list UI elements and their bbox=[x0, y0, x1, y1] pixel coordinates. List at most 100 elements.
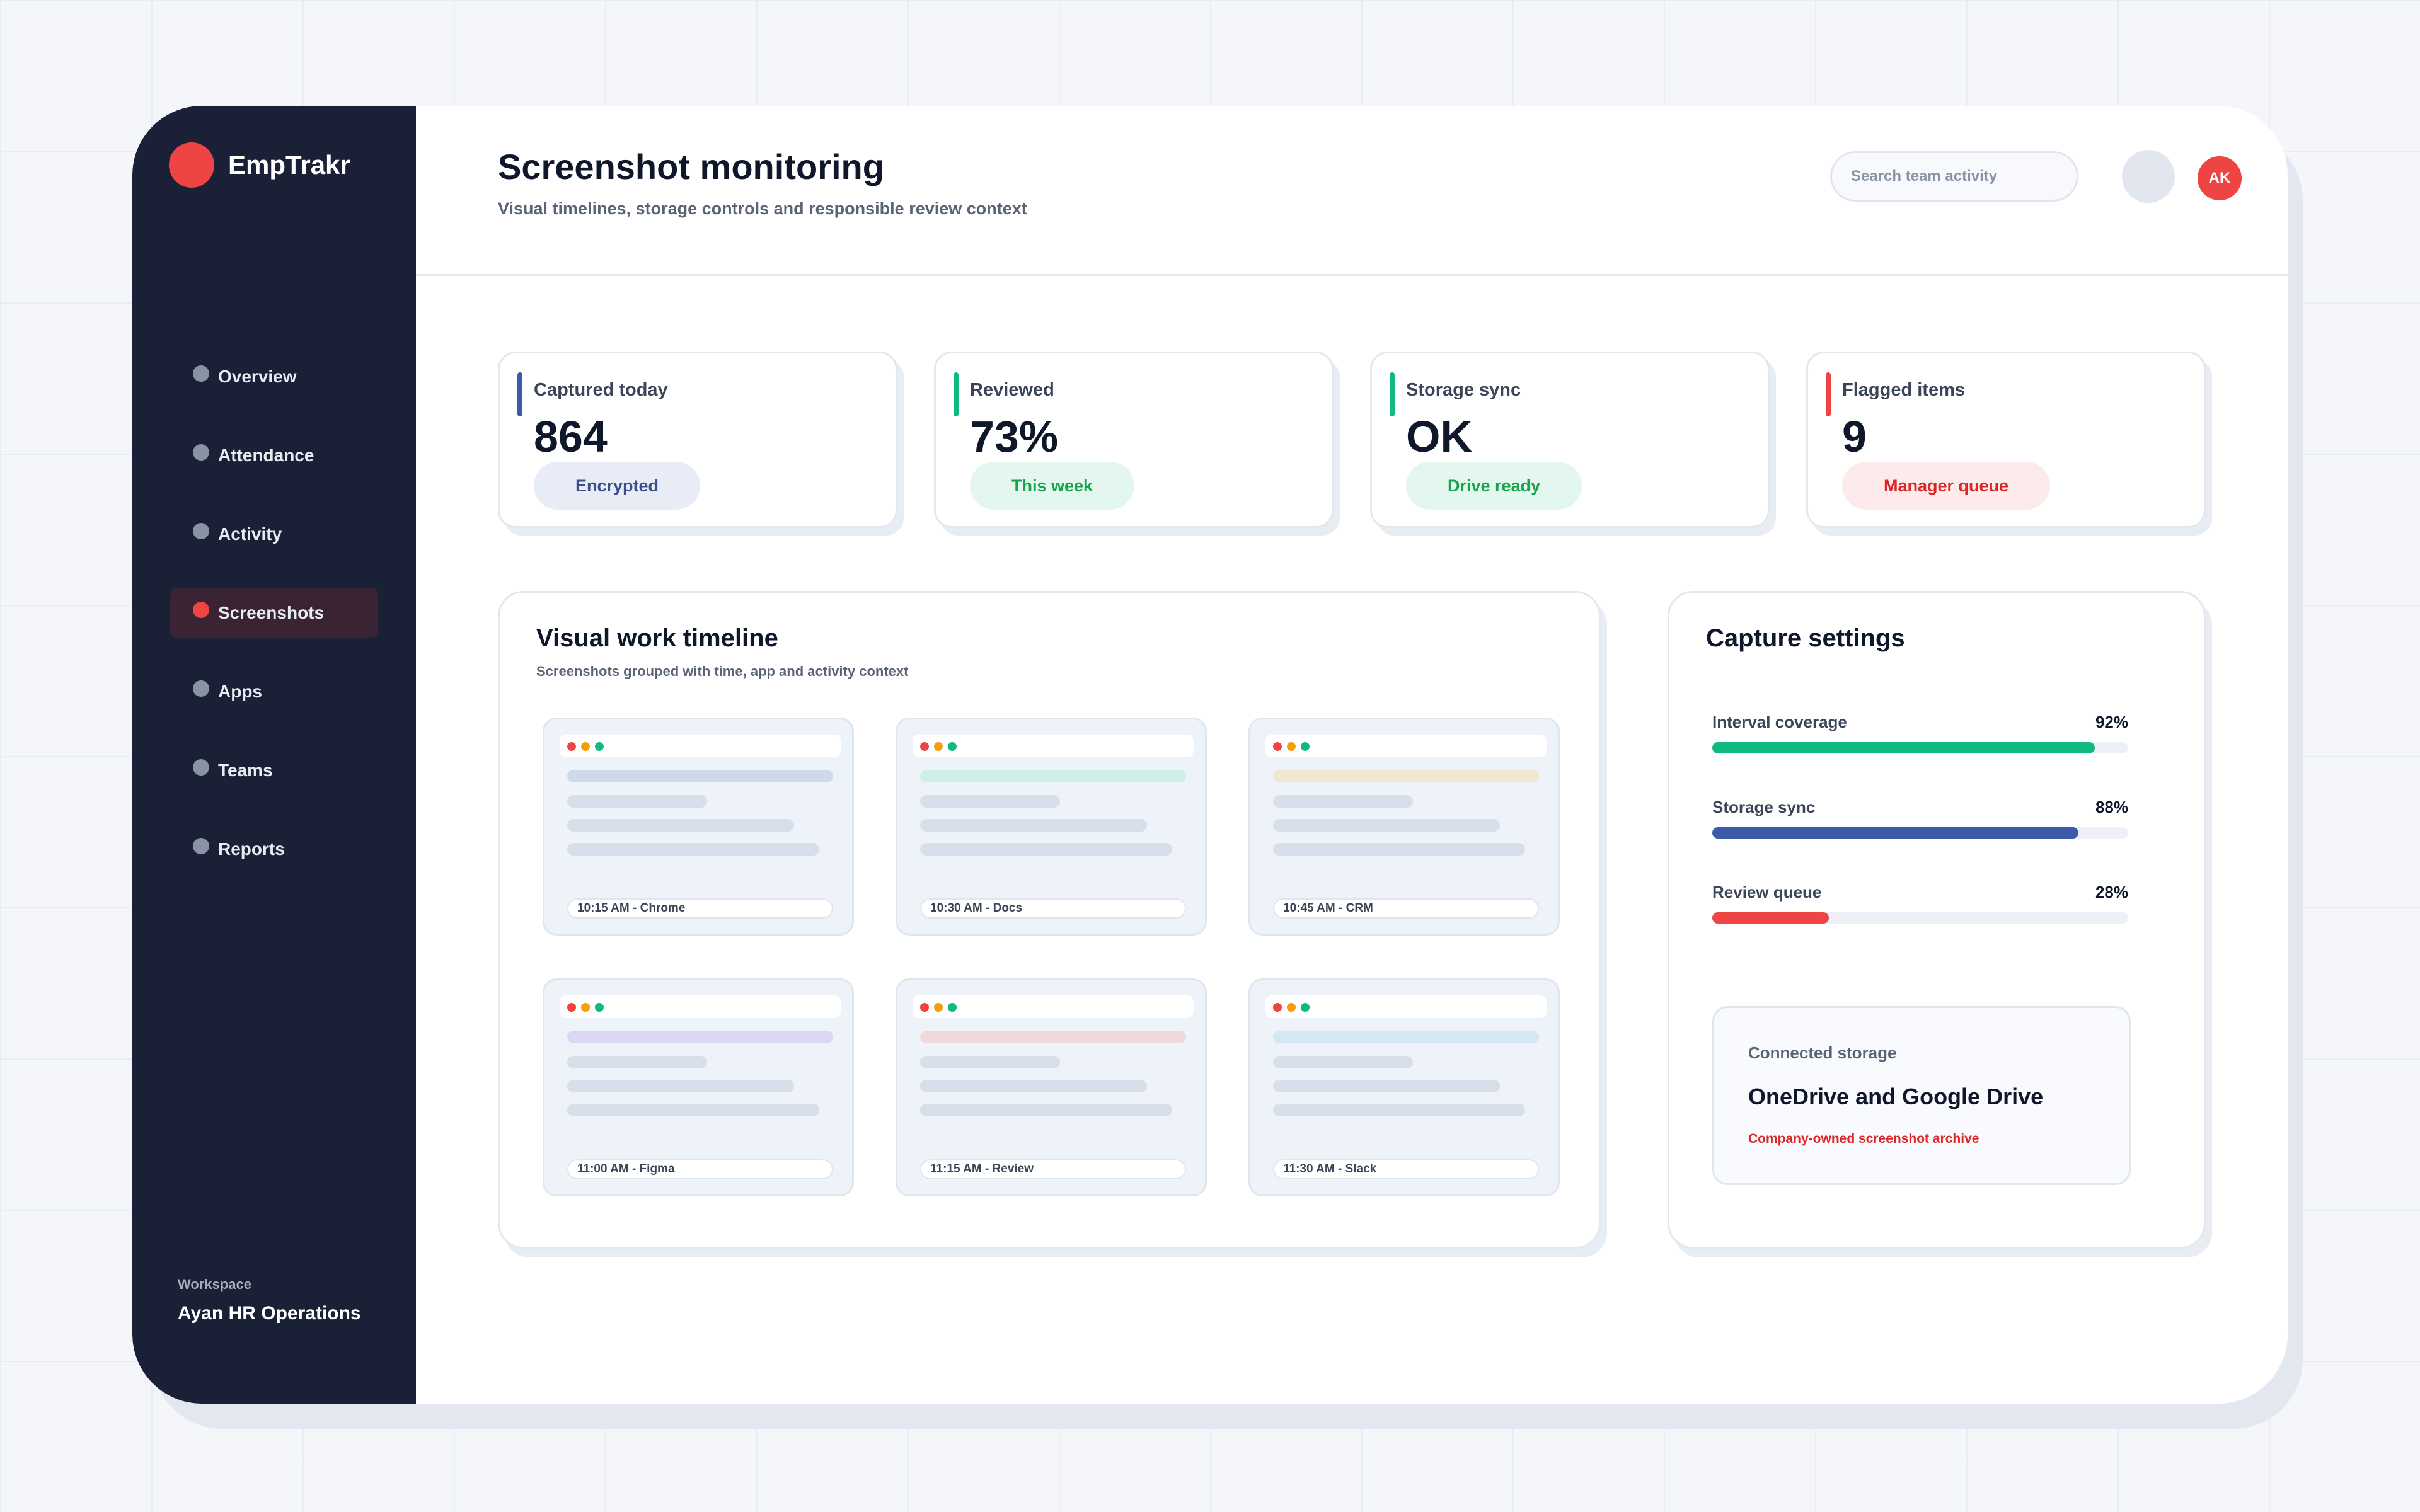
nav-dot-icon bbox=[193, 680, 209, 697]
window-titlebar bbox=[1265, 735, 1547, 757]
timeline-subtitle: Screenshots grouped with time, app and a… bbox=[536, 663, 909, 679]
placeholder-line bbox=[567, 1104, 819, 1116]
placeholder-line bbox=[920, 795, 1060, 808]
storage-title: OneDrive and Google Drive bbox=[1748, 1084, 2044, 1109]
window-titlebar bbox=[1265, 995, 1547, 1018]
placeholder-line bbox=[567, 843, 819, 856]
screenshot-thumbnail[interactable]: 10:30 AM - Docs bbox=[896, 718, 1207, 936]
thumbnail-caption: 10:30 AM - Docs bbox=[920, 898, 1186, 919]
avatar[interactable]: AK bbox=[2198, 156, 2242, 200]
notifications-button[interactable] bbox=[2122, 150, 2175, 203]
stat-accent bbox=[517, 372, 522, 416]
sidebar-item-label: Teams bbox=[218, 760, 273, 780]
sidebar-item-teams[interactable]: Teams bbox=[170, 745, 378, 796]
progress-track bbox=[1712, 742, 2128, 753]
screenshot-thumbnail[interactable]: 11:30 AM - Slack bbox=[1248, 978, 1560, 1196]
capture-settings-title: Capture settings bbox=[1706, 624, 1905, 652]
nav-dot-icon bbox=[193, 838, 209, 854]
app-window: EmpTrakr Overview Attendance Activity Sc… bbox=[132, 106, 2288, 1404]
thumbnail-caption: 11:00 AM - Figma bbox=[567, 1159, 833, 1179]
storage-label: Connected storage bbox=[1748, 1043, 1897, 1062]
stat-card-storage-sync: Storage sync OK Drive ready bbox=[1370, 352, 1770, 528]
close-dot-icon bbox=[567, 742, 576, 751]
progress-track bbox=[1712, 912, 2128, 924]
status-badge: This week bbox=[970, 462, 1135, 510]
brand-name: EmpTrakr bbox=[228, 150, 350, 180]
window-titlebar bbox=[913, 735, 1194, 757]
sidebar-item-label: Screenshots bbox=[218, 603, 325, 622]
screenshot-thumbnail[interactable]: 11:00 AM - Figma bbox=[543, 978, 854, 1196]
window-titlebar bbox=[560, 735, 841, 757]
maximize-dot-icon bbox=[1301, 742, 1310, 751]
placeholder-line bbox=[920, 1056, 1060, 1068]
capture-settings-panel: Capture settings Interval coverage 92% S… bbox=[1668, 591, 2206, 1249]
nav-dot-icon bbox=[193, 759, 209, 776]
nav-dot-icon bbox=[193, 602, 209, 618]
search-input[interactable] bbox=[1830, 151, 2078, 202]
sidebar-edge bbox=[391, 106, 416, 1404]
nav-dot-icon bbox=[193, 365, 209, 382]
placeholder-line bbox=[1273, 795, 1413, 808]
minimize-dot-icon bbox=[1287, 742, 1296, 751]
placeholder-line bbox=[920, 1080, 1147, 1092]
thumbnail-caption: 10:15 AM - Chrome bbox=[567, 898, 833, 919]
stat-card-reviewed: Reviewed 73% This week bbox=[934, 352, 1334, 528]
sidebar-item-label: Activity bbox=[218, 524, 282, 544]
thumbnail-caption: 11:30 AM - Slack bbox=[1273, 1159, 1539, 1179]
progress-storage-sync: Storage sync 88% bbox=[1712, 798, 2128, 839]
progress-track bbox=[1712, 827, 2128, 839]
thumbnail-caption: 11:15 AM - Review bbox=[920, 1159, 1186, 1179]
progress-value: 88% bbox=[2095, 798, 2128, 816]
sidebar-item-activity[interactable]: Activity bbox=[170, 509, 378, 559]
nav-dot-icon bbox=[193, 444, 209, 461]
placeholder-line bbox=[920, 1031, 1186, 1043]
minimize-dot-icon bbox=[1287, 1003, 1296, 1012]
placeholder-line bbox=[1273, 843, 1525, 856]
minimize-dot-icon bbox=[581, 1003, 590, 1012]
stat-accent bbox=[1390, 372, 1395, 416]
placeholder-line bbox=[920, 1104, 1172, 1116]
stat-card-flagged: Flagged items 9 Manager queue bbox=[1806, 352, 2206, 528]
progress-label: Interval coverage bbox=[1712, 713, 1847, 731]
sidebar-item-reports[interactable]: Reports bbox=[170, 824, 378, 874]
connected-storage-card[interactable]: Connected storage OneDrive and Google Dr… bbox=[1712, 1006, 2131, 1185]
progress-fill bbox=[1712, 742, 2095, 753]
maximize-dot-icon bbox=[948, 1003, 957, 1012]
workspace-name: Ayan HR Operations bbox=[178, 1303, 361, 1324]
timeline-title: Visual work timeline bbox=[536, 624, 778, 652]
screenshot-thumbnail[interactable]: 10:45 AM - CRM bbox=[1248, 718, 1560, 936]
status-badge: Encrypted bbox=[534, 462, 701, 510]
stat-value: OK bbox=[1406, 412, 1472, 461]
minimize-dot-icon bbox=[934, 742, 943, 751]
sidebar-item-label: Overview bbox=[218, 367, 297, 386]
status-badge: Drive ready bbox=[1406, 462, 1582, 510]
close-dot-icon bbox=[567, 1003, 576, 1012]
placeholder-line bbox=[1273, 770, 1539, 782]
maximize-dot-icon bbox=[948, 742, 957, 751]
sidebar-item-screenshots[interactable]: Screenshots bbox=[170, 588, 378, 638]
sidebar-item-apps[interactable]: Apps bbox=[170, 667, 378, 717]
page-subtitle: Visual timelines, storage controls and r… bbox=[498, 199, 1027, 218]
status-badge: Manager queue bbox=[1842, 462, 2051, 510]
sidebar-nav: Overview Attendance Activity Screenshots… bbox=[170, 352, 378, 903]
screenshot-thumbnail[interactable]: 11:15 AM - Review bbox=[896, 978, 1207, 1196]
stat-card-captured: Captured today 864 Encrypted bbox=[498, 352, 897, 528]
close-dot-icon bbox=[920, 742, 929, 751]
close-dot-icon bbox=[920, 1003, 929, 1012]
close-dot-icon bbox=[1273, 1003, 1282, 1012]
sidebar-item-attendance[interactable]: Attendance bbox=[170, 430, 378, 481]
brand[interactable]: EmpTrakr bbox=[169, 142, 350, 188]
screenshot-thumbnail[interactable]: 10:15 AM - Chrome bbox=[543, 718, 854, 936]
sidebar: EmpTrakr Overview Attendance Activity Sc… bbox=[132, 106, 416, 1404]
sidebar-item-overview[interactable]: Overview bbox=[170, 352, 378, 402]
placeholder-line bbox=[567, 1031, 833, 1043]
stat-label: Reviewed bbox=[970, 380, 1054, 400]
minimize-dot-icon bbox=[581, 742, 590, 751]
stat-value: 9 bbox=[1842, 412, 1867, 461]
placeholder-line bbox=[1273, 819, 1500, 832]
placeholder-line bbox=[1273, 1031, 1539, 1043]
placeholder-line bbox=[567, 1056, 707, 1068]
placeholder-line bbox=[920, 843, 1172, 856]
progress-fill bbox=[1712, 912, 1829, 924]
workspace-info[interactable]: Workspace Ayan HR Operations bbox=[178, 1276, 361, 1324]
